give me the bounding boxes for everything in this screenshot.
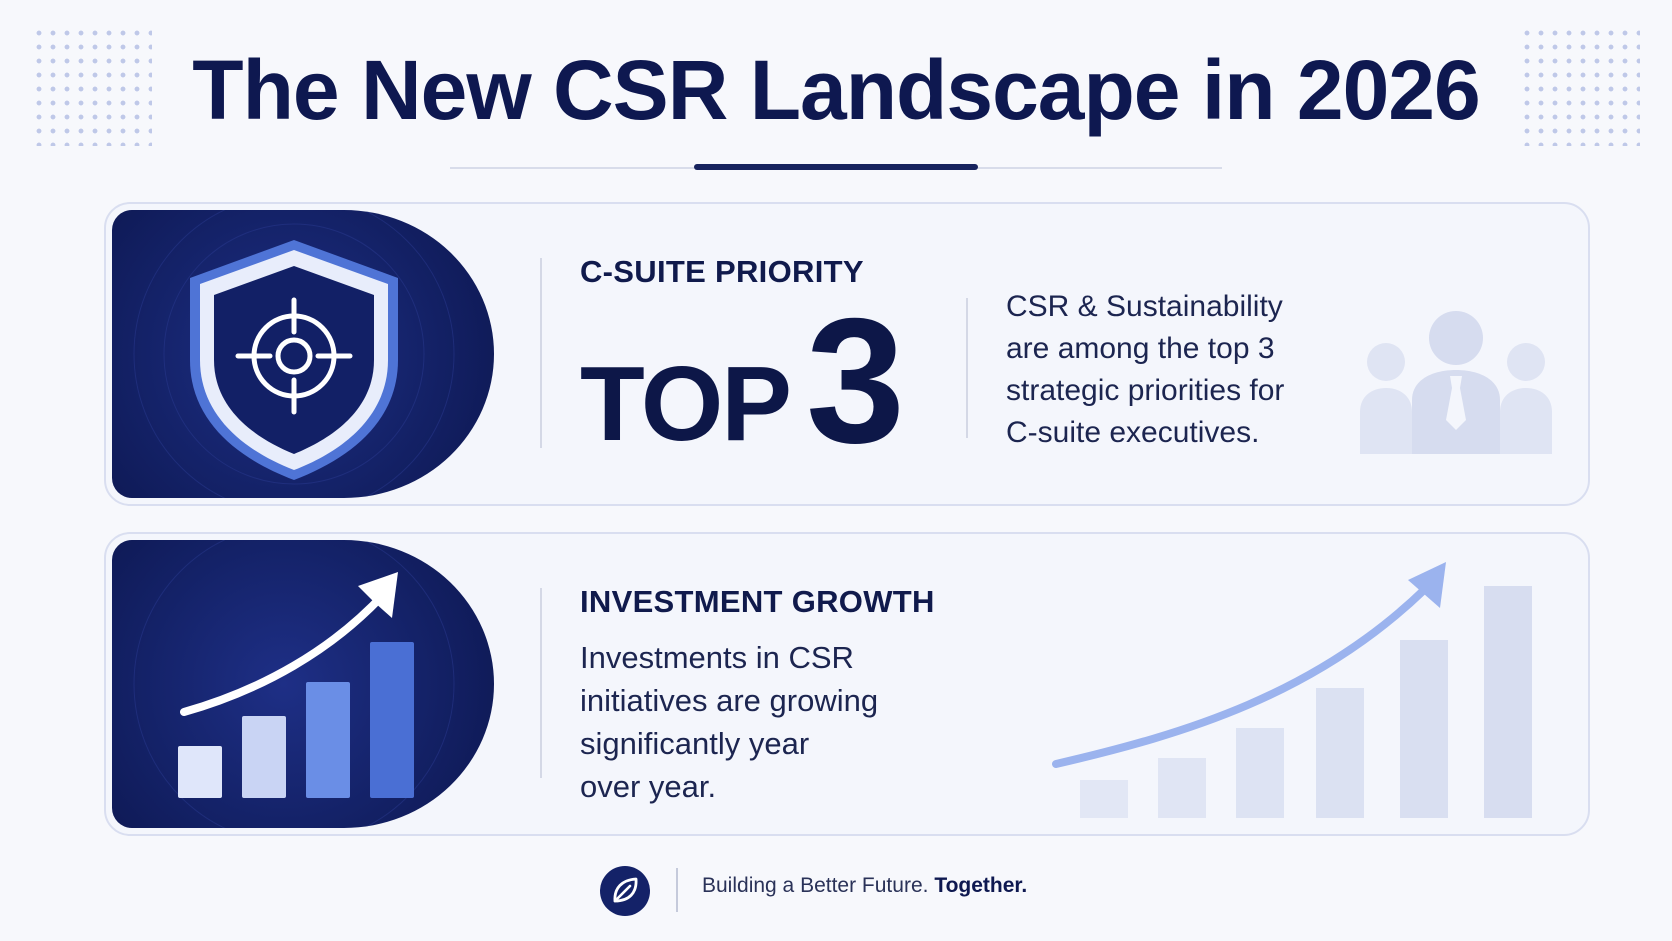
card-divider bbox=[540, 258, 542, 448]
description-line: initiatives are growing bbox=[580, 683, 879, 718]
description-line: Investments in CSR bbox=[580, 640, 854, 675]
footer-divider bbox=[676, 868, 678, 912]
card-label: C-SUITE PRIORITY bbox=[580, 254, 864, 289]
growth-bars-icon bbox=[1052, 562, 1532, 818]
card-divider bbox=[540, 588, 542, 778]
card-c-suite-priority: C-SUITE PRIORITY TOP 3 CSR & Sustainabil… bbox=[104, 202, 1590, 506]
description-line: C-suite executives. bbox=[1006, 416, 1260, 449]
tagline-strong: Together. bbox=[934, 874, 1028, 897]
description-line: are among the top 3 bbox=[1006, 332, 1275, 365]
growth-chart-icon bbox=[112, 540, 494, 828]
stat-value: 3 bbox=[806, 281, 905, 480]
leaf-icon bbox=[600, 866, 650, 916]
page-title: The New CSR Landscape in 2026 bbox=[192, 43, 1480, 137]
stat-prefix: TOP bbox=[580, 345, 792, 463]
description-line: over year. bbox=[580, 769, 717, 804]
executive-team-icon bbox=[1360, 311, 1552, 454]
footer: Building a Better Future. Together. bbox=[0, 860, 1672, 924]
card-description: Investments in CSR initiatives are growi… bbox=[580, 636, 878, 808]
description-line: significantly year bbox=[580, 726, 810, 761]
title-divider-accent bbox=[694, 164, 978, 170]
decorative-dot-grid-right bbox=[1520, 26, 1640, 146]
shield-target-icon bbox=[112, 210, 494, 498]
card-label: INVESTMENT GROWTH bbox=[580, 584, 935, 619]
stat-divider bbox=[966, 298, 968, 438]
card-description: CSR & Sustainability are among the top 3… bbox=[1006, 286, 1284, 454]
description-line: strategic priorities for bbox=[1006, 374, 1285, 407]
card-investment-growth: INVESTMENT GROWTH Investments in CSR ini… bbox=[104, 532, 1590, 836]
tagline-text: Building a Better Future. bbox=[702, 874, 929, 897]
decorative-dot-grid-left bbox=[32, 26, 152, 146]
description-line: CSR & Sustainability bbox=[1006, 290, 1283, 323]
footer-tagline: Building a Better Future. Together. bbox=[702, 874, 1027, 898]
